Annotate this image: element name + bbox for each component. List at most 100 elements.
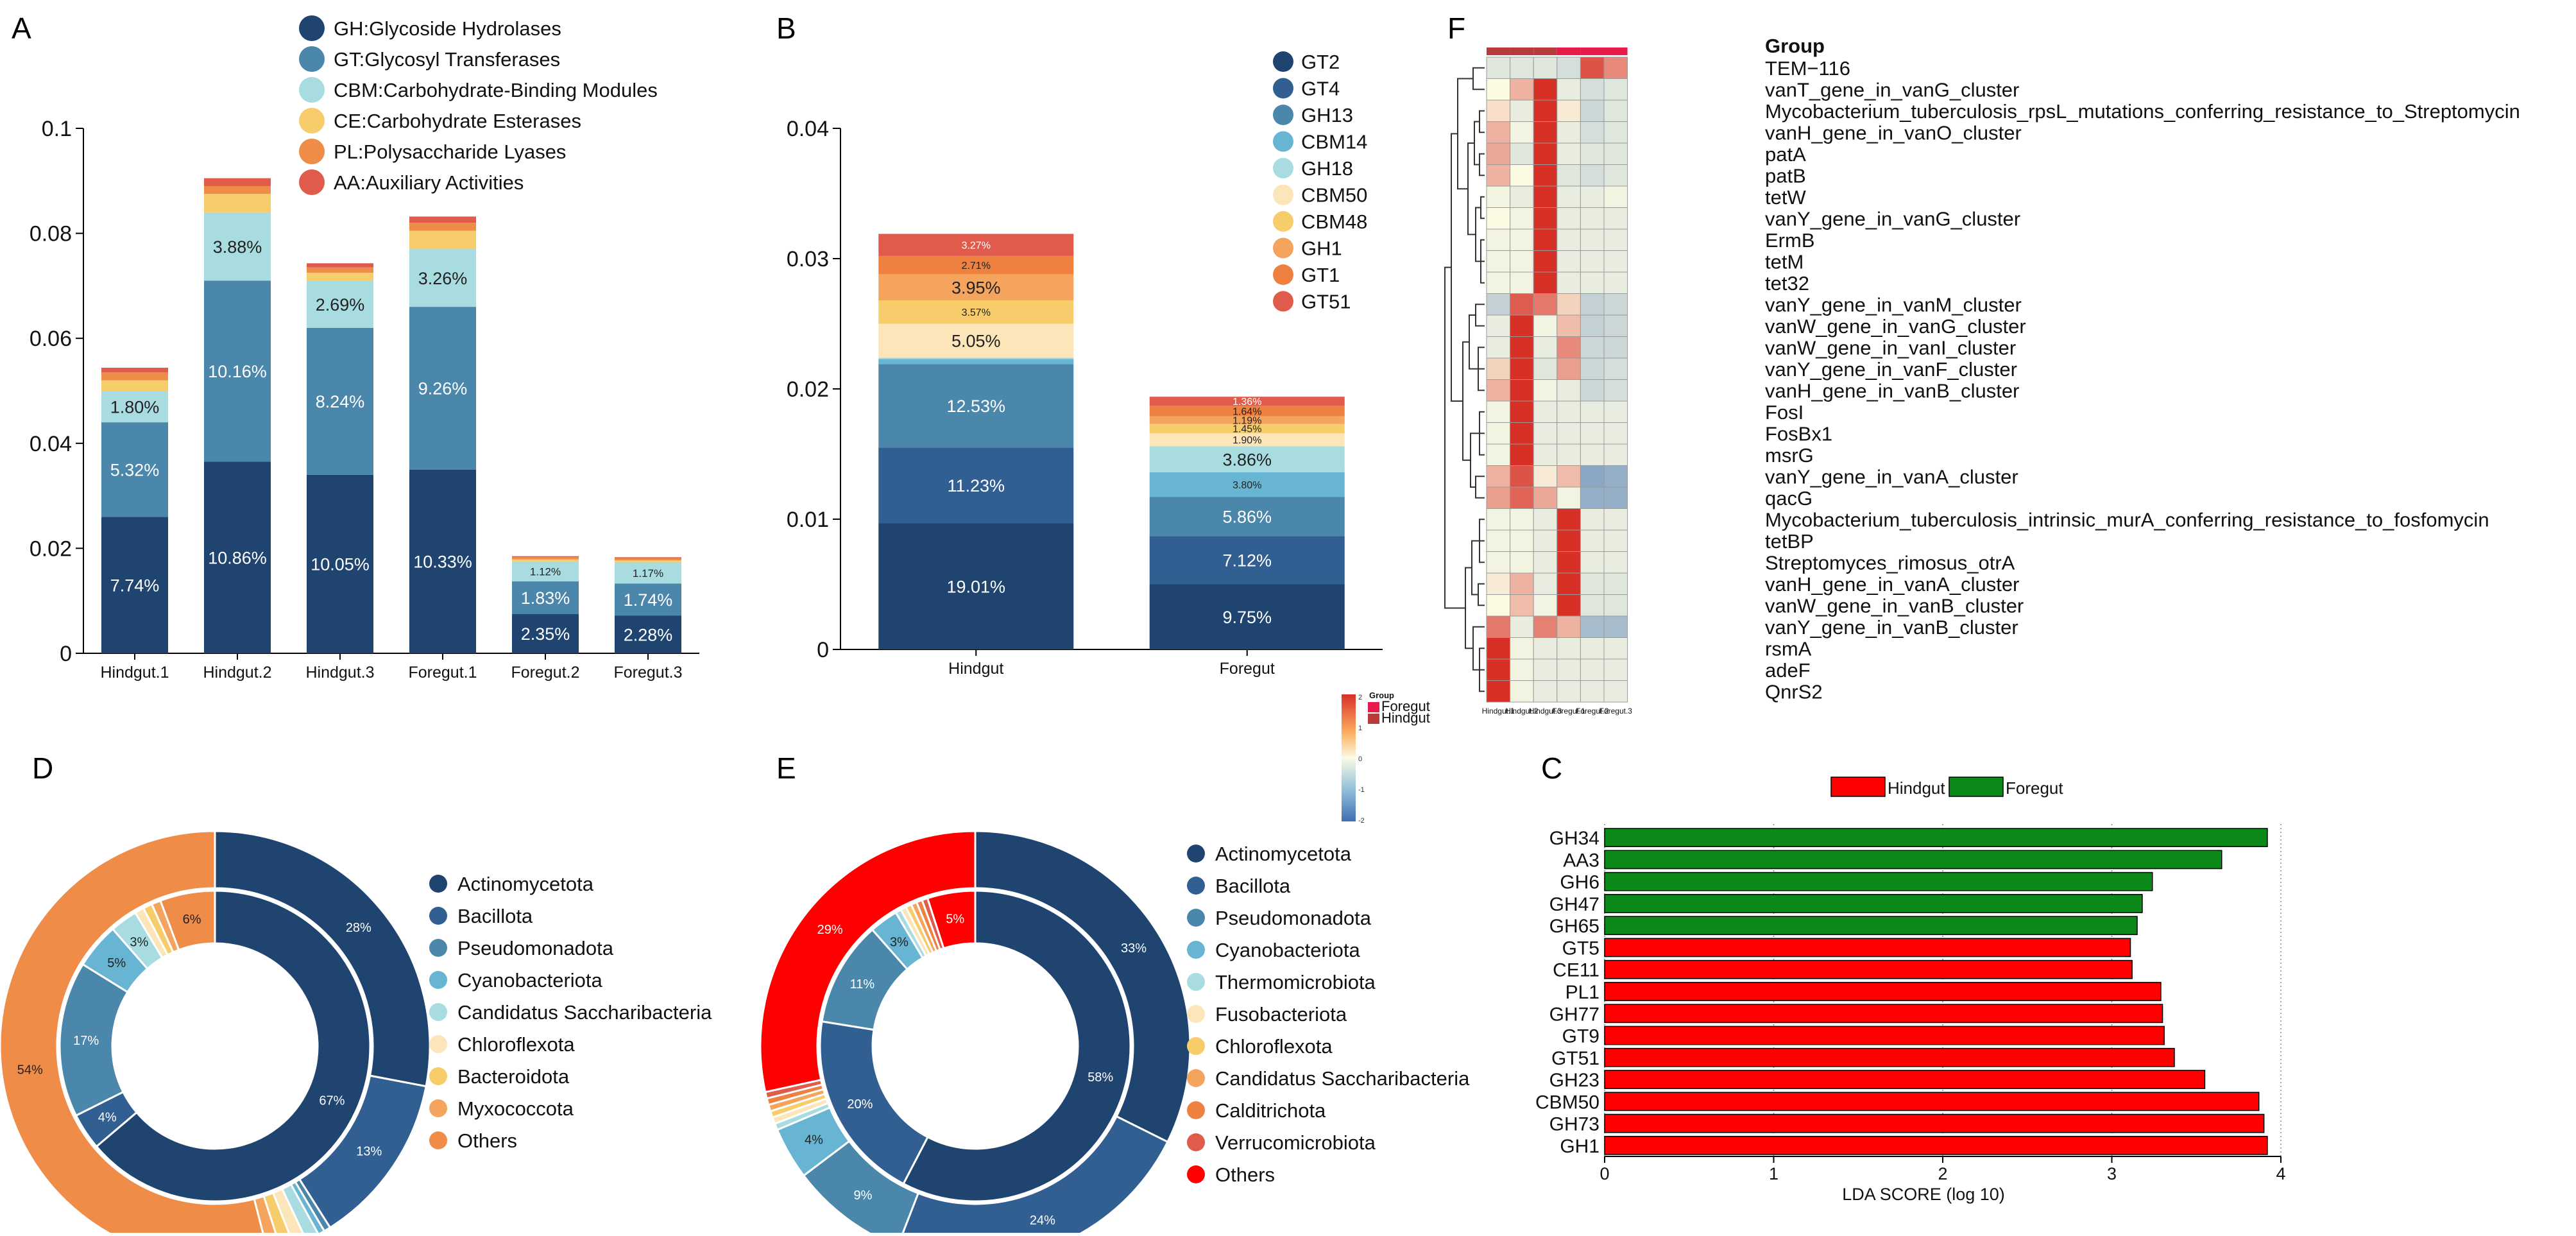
panel-b-x-tick-label: Foregut — [1220, 660, 1275, 678]
lda-bar — [1604, 1113, 2265, 1133]
heatmap-cell — [1603, 207, 1628, 230]
panel-b-bar-segment — [1149, 584, 1345, 649]
lda-bar — [1604, 1135, 2268, 1155]
heatmap-cell — [1533, 271, 1558, 294]
heatmap-cell — [1510, 314, 1534, 337]
heatmap-row-label: patA — [1765, 143, 1806, 166]
heatmap-cell — [1510, 78, 1534, 101]
heatmap-cell — [1603, 379, 1628, 402]
panel-e-legend-marker-icon — [1187, 1101, 1205, 1119]
panel-d-outer-slice — [214, 830, 431, 1088]
heatmap-group-cell — [1533, 47, 1557, 55]
panel-b-data-label: 12.53% — [946, 397, 1005, 416]
heatmap-cell — [1510, 357, 1534, 380]
legend-label: GT:Glycosyl Transferases — [334, 48, 560, 71]
panel-a-y-tick-label: 0 — [60, 642, 72, 666]
panel-d-legend-label: Actinomycetota — [457, 873, 594, 895]
legend-label: CBM14 — [1301, 131, 1367, 153]
panel-b-bar-segment — [1149, 433, 1345, 447]
panel-a-data-label: 8.24% — [316, 392, 365, 411]
heatmap-cell — [1486, 529, 1511, 552]
lda-category-label: GH34 — [1549, 828, 1599, 849]
heatmap-group-cell — [1557, 47, 1581, 55]
panel-a-bar-segment — [409, 307, 476, 470]
lda-category-label: PL1 — [1565, 982, 1599, 1003]
panel-a-bar-segment — [409, 230, 476, 250]
panel-b-data-label: 11.23% — [947, 476, 1005, 495]
dendrogram-link — [1472, 67, 1485, 90]
legend-marker-icon — [1273, 237, 1293, 259]
heatmap-cell — [1557, 508, 1581, 531]
heatmap-cell — [1580, 185, 1605, 208]
lda-legend-label: Hindgut — [1888, 778, 1945, 798]
panel-b-bar-segment — [1149, 397, 1345, 406]
legend-label: GH:Glycoside Hydrolases — [334, 17, 561, 40]
panel-b-bar-segment — [878, 447, 1074, 524]
heatmap-cell — [1557, 228, 1581, 251]
heatmap-cell — [1533, 486, 1558, 509]
panel-d-inner-slice — [95, 889, 371, 1203]
panel-b-bar-segment — [878, 523, 1074, 649]
heatmap-cell — [1486, 680, 1511, 703]
heatmap-cell — [1557, 529, 1581, 552]
heatmap-row-label: vanY_gene_in_vanM_cluster — [1765, 293, 2022, 316]
heatmap-row-label: vanY_gene_in_vanB_cluster — [1765, 616, 2018, 639]
heatmap-cell — [1557, 185, 1581, 208]
lda-x-tick-label: 0 — [1599, 1164, 1609, 1183]
heatmap-cell — [1533, 658, 1558, 681]
heatmap-cell — [1533, 78, 1558, 101]
panel-a-plot: 0 0.02 0.04 0.06 0.08 0.1 Hindgut.1 7.74% 5.32% 1… — [30, 117, 699, 682]
heatmap-cell — [1603, 271, 1628, 294]
heatmap-cell — [1557, 443, 1581, 466]
dendrogram-link — [1444, 266, 1465, 609]
heatmap-row-label: vanH_gene_in_vanA_cluster — [1765, 573, 2019, 596]
panel-a-data-label: 10.33% — [413, 553, 472, 572]
panel-d-legend-label: Cyanobacteriota — [457, 969, 603, 991]
heatmap-cell — [1603, 99, 1628, 122]
heatmap-row-label: qacG — [1765, 487, 1813, 510]
panel-b-legend: GT2 GT4 GH13 CBM14 GH18 CBM50 CBM48 GH1 GT1 GT51 — [1273, 51, 1367, 313]
legend-label: AA:Auxiliary Activities — [334, 171, 524, 194]
heatmap-cell — [1533, 400, 1558, 423]
panel-e-inner-slice-label: 20% — [847, 1097, 873, 1112]
panel-a-x-tick-label: Foregut.3 — [613, 664, 682, 682]
heatmap-column-label: Foregut.2 — [1576, 707, 1609, 716]
dendrogram-link — [1475, 304, 1485, 327]
heatmap-cell — [1510, 572, 1534, 595]
panel-b-bar-segment — [1149, 497, 1345, 536]
lda-category-label: GH1 — [1560, 1136, 1599, 1157]
heatmap-cell — [1510, 637, 1534, 660]
panel-a-data-label: 3.26% — [418, 269, 468, 288]
heatmap-cell — [1557, 486, 1581, 509]
panel-e-legend-label: Bacillota — [1215, 875, 1291, 897]
panel-letter-d: D — [32, 751, 53, 785]
legend-marker-icon — [1273, 211, 1293, 232]
heatmap-cell — [1486, 142, 1511, 165]
panel-e-legend-label: Calditrichota — [1215, 1099, 1326, 1122]
panel-e-legend-marker-icon — [1187, 845, 1205, 863]
heatmap-cell — [1557, 99, 1581, 122]
heatmap-cell — [1580, 422, 1605, 445]
panel-e-inner-slice-label: 11% — [850, 977, 875, 991]
heatmap-row-label: Mycobacterium_tuberculosis_intrinsic_mur… — [1765, 508, 2489, 531]
panel-b-data-label: 5.86% — [1222, 508, 1272, 527]
lda-legend-swatch — [1830, 777, 1886, 797]
heatmap-row-label: adeF — [1765, 659, 1811, 682]
heatmap-cell — [1580, 658, 1605, 681]
heatmap-column-label: Foregut.1 — [1552, 707, 1585, 716]
heatmap-cell — [1510, 293, 1534, 316]
legend-label: GH18 — [1301, 157, 1353, 180]
panel-a-y-tick-label: 0.02 — [30, 536, 72, 561]
panel-b-bar-segment — [878, 359, 1074, 365]
heatmap-cell — [1533, 357, 1558, 380]
legend-label: CBM48 — [1301, 210, 1367, 233]
heatmap-scale-tick-label: 0 — [1358, 755, 1362, 763]
heatmap-cell — [1557, 56, 1581, 79]
heatmap-cell — [1557, 164, 1581, 187]
legend-label: GT2 — [1301, 51, 1340, 73]
panel-a-bar-segment — [101, 372, 168, 381]
panel-b-bar-segment — [1149, 472, 1345, 497]
heatmap-cell — [1533, 465, 1558, 488]
panel-a-data-label: 2.35% — [521, 624, 570, 644]
